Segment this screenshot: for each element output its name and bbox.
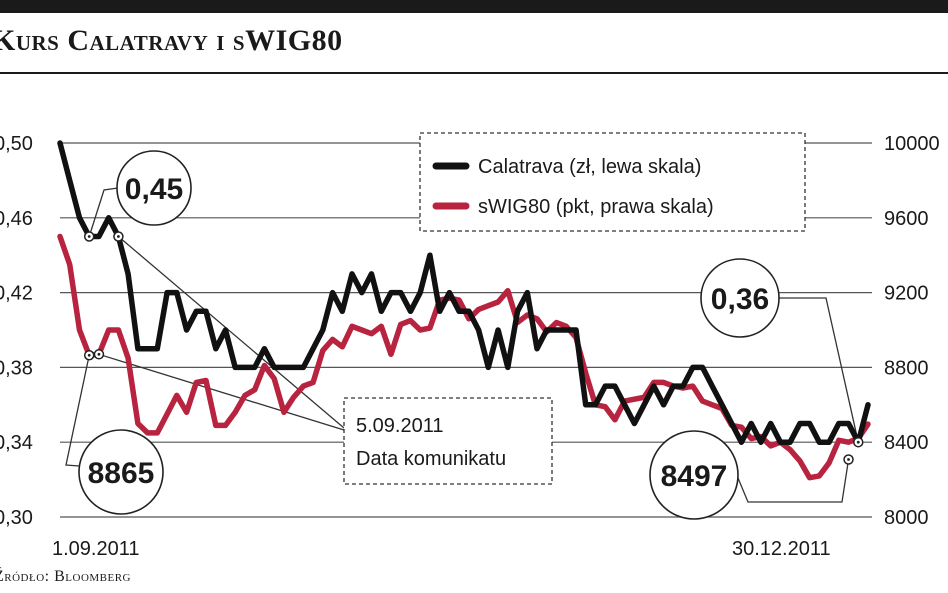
legend: Calatrava (zł, lewa skala) sWIG80 (pkt, … [419, 132, 806, 232]
right-tick-label: 10000 [884, 133, 940, 155]
annotation-date: 5.09.2011 [356, 415, 444, 437]
callout-bubble-8497: 8497 [649, 430, 739, 520]
callout-label-045: 0,45 [125, 173, 183, 206]
right-tick-label: 8400 [884, 432, 929, 454]
left-tick-label: 0,34 [0, 432, 33, 454]
annotation: 5.09.2011 Data komunikatu [343, 397, 553, 485]
connector-036 [779, 297, 859, 443]
left-axis-ticks: 0,30 0,34 0,38 0,42 0,46 0,50 [0, 133, 33, 529]
series-lines [57, 140, 871, 481]
right-tick-label: 9200 [884, 283, 929, 305]
chart-title: Kurs Calatravy i sWIG80 [0, 24, 343, 57]
source-note: Źródło: Bloomberg [0, 568, 132, 585]
callout-bubble-045: 0,45 [116, 150, 192, 226]
connector-045 [88, 187, 119, 237]
connector-8865-to-note [98, 353, 345, 431]
connector-045-to-note [117, 236, 345, 429]
marker-8497-dot [847, 458, 850, 461]
right-axis-ticks: 8000 8400 8800 9200 9600 10000 [884, 133, 940, 529]
x-end-label: 30.12.2011 [732, 538, 831, 560]
x-start-label: 1.09.2011 [52, 538, 140, 560]
series-line-calatrava [57, 140, 871, 445]
callout-label-036: 0,36 [711, 283, 769, 316]
marker-045-b-dot [117, 235, 120, 238]
marker-8865-b-dot [97, 352, 101, 356]
top-bar [0, 0, 948, 13]
legend-label-calatrava: Calatrava (zł, lewa skala) [478, 156, 701, 178]
annotation-box [343, 397, 553, 485]
callout-bubble-036: 0,36 [700, 258, 780, 338]
annotation-text: Data komunikatu [356, 448, 506, 470]
marker-036-dot [856, 440, 860, 444]
callout-connectors [65, 187, 859, 503]
title-divider [0, 72, 948, 74]
point-markers [83, 231, 864, 465]
callout-label-8865: 8865 [88, 457, 155, 490]
legend-box [419, 132, 806, 232]
left-tick-label: 0,30 [0, 507, 33, 529]
left-tick-label: 0,38 [0, 357, 33, 379]
right-tick-label: 8800 [884, 357, 929, 379]
callout-label-8497: 8497 [661, 460, 728, 493]
legend-label-swig80: sWIG80 (pkt, prawa skala) [478, 196, 714, 218]
right-tick-label: 9600 [884, 208, 929, 230]
left-tick-label: 0,50 [0, 133, 33, 155]
right-tick-label: 8000 [884, 507, 929, 529]
left-tick-label: 0,42 [0, 283, 33, 305]
callout-bubble-8865: 8865 [78, 429, 164, 515]
connector-8865 [65, 355, 90, 467]
connector-8497 [737, 459, 850, 503]
left-tick-label: 0,46 [0, 208, 33, 230]
marker-8865-a-dot [87, 353, 91, 357]
marker-045-a-dot [87, 235, 91, 238]
